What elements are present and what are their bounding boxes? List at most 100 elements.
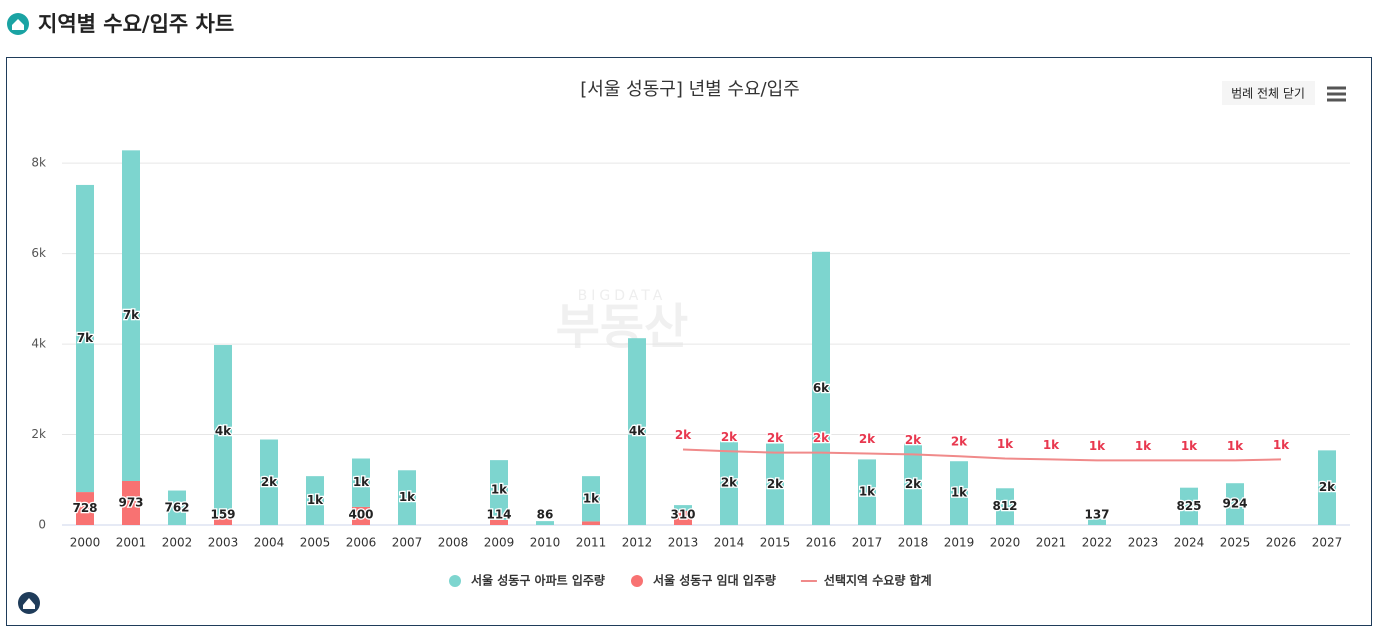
bar-segment <box>260 439 278 525</box>
page-title: 지역별 수요/입주 차트 <box>38 12 234 36</box>
bar-segment <box>766 443 784 525</box>
x-tick-label: 2007 <box>392 536 423 550</box>
bar-segment <box>214 517 232 525</box>
x-tick-label: 2015 <box>760 536 791 550</box>
data-label: 159 <box>210 508 235 522</box>
bar-segment <box>352 458 370 507</box>
data-label: 1k <box>859 485 876 499</box>
x-tick-label: 2017 <box>852 536 883 550</box>
x-tick-label: 2011 <box>576 536 607 550</box>
y-tick-label: 2k <box>31 427 46 441</box>
bar-segment <box>1226 483 1244 525</box>
bar-segment <box>536 521 554 525</box>
data-label: 1k <box>1181 439 1198 453</box>
data-label: 2k <box>767 477 784 491</box>
data-label: 6k <box>813 381 830 395</box>
bar-segment <box>904 443 922 525</box>
x-tick-label: 2010 <box>530 536 561 550</box>
y-tick-label: 6k <box>31 246 46 260</box>
x-tick-label: 2018 <box>898 536 929 550</box>
x-tick-label: 2009 <box>484 536 515 550</box>
watermark: 부동산 <box>556 299 688 355</box>
bar-segment <box>490 460 508 520</box>
data-label: 4k <box>629 424 646 438</box>
data-label: 137 <box>1084 508 1109 522</box>
legend-symbol <box>630 575 643 587</box>
x-tick-label: 2003 <box>208 536 239 550</box>
data-label: 2k <box>1319 480 1336 494</box>
bar-segment <box>1180 487 1198 525</box>
data-label: 7k <box>123 308 140 322</box>
data-label: 400 <box>348 508 373 522</box>
x-tick-label: 2024 <box>1174 536 1205 550</box>
x-tick-label: 2027 <box>1312 536 1343 550</box>
x-tick-label: 2021 <box>1036 536 1067 550</box>
data-label: 762 <box>164 500 189 514</box>
bar-segment <box>720 441 738 525</box>
bar-segment <box>122 480 140 525</box>
data-label: 2k <box>905 433 922 447</box>
data-label: 1k <box>1089 439 1106 453</box>
data-label: 2k <box>951 435 968 449</box>
data-label: 1k <box>399 490 416 504</box>
data-label: 2k <box>905 477 922 491</box>
x-tick-label: 2004 <box>254 536 285 550</box>
chart-frame <box>6 57 1372 626</box>
legend-symbol <box>449 575 461 587</box>
data-label: 2k <box>859 432 876 446</box>
x-tick-label: 2001 <box>116 536 147 550</box>
data-label: 825 <box>1176 499 1201 513</box>
data-label: 2k <box>767 431 784 445</box>
menu-icon[interactable] <box>1327 86 1346 102</box>
data-label: 1k <box>997 437 1014 451</box>
data-label: 1k <box>307 493 324 507</box>
x-tick-label: 2020 <box>990 536 1021 550</box>
legend-label[interactable]: 선택지역 수요량 합계 <box>824 573 932 588</box>
bar-segment <box>812 251 830 525</box>
data-label: 2k <box>721 476 738 490</box>
legend-toggle-button[interactable] <box>1222 81 1315 105</box>
data-label: 1k <box>491 482 508 496</box>
data-label: 1k <box>1135 439 1152 453</box>
data-label: 114 <box>486 508 511 522</box>
x-tick-label: 2002 <box>162 536 193 550</box>
data-label: 973 <box>118 495 143 509</box>
legend-label[interactable]: 서울 성동구 아파트 입주량 <box>471 573 605 588</box>
bar-segment <box>76 492 94 525</box>
data-label: 7k <box>77 331 94 345</box>
data-label: 2k <box>261 475 278 489</box>
plot: 0 2k 4k 6k 8k 2000 2001 2002 2003 2004 2005 2006 200… <box>31 150 1350 588</box>
x-tick-label: 2005 <box>300 536 331 550</box>
data-label: 2k <box>813 431 830 445</box>
data-label: 1k <box>583 491 600 505</box>
data-label: 1k <box>1273 438 1290 452</box>
bar-segment <box>122 150 140 481</box>
bar-segment <box>214 345 232 518</box>
bar-segment <box>398 470 416 525</box>
legend-label[interactable]: 서울 성동구 임대 입주량 <box>653 573 776 588</box>
bar-segment <box>1318 450 1336 525</box>
data-label: 1k <box>951 486 968 500</box>
data-label: 728 <box>72 501 97 515</box>
bar-segment <box>306 476 324 525</box>
data-label: 1k <box>1227 439 1244 453</box>
chart-title: [서울 성동구] 년별 수요/입주 <box>580 79 799 100</box>
x-tick-label: 2022 <box>1082 536 1113 550</box>
y-tick-label: 8k <box>31 156 46 170</box>
x-tick-label: 2013 <box>668 536 699 550</box>
line <box>682 448 1282 462</box>
bar-segment <box>582 521 600 525</box>
bar-segment <box>674 505 692 511</box>
watermark: BIGDATA <box>578 288 667 304</box>
data-label: 2k <box>675 428 692 442</box>
data-label: 812 <box>992 499 1017 513</box>
logo-icon-shape <box>23 598 35 609</box>
home-icon-shape <box>12 19 24 30</box>
y-tick-label: 0 <box>38 518 46 532</box>
legend-toggle-label[interactable]: 범례 전체 닫기 <box>1231 87 1305 101</box>
bar-segment <box>352 506 370 525</box>
bar-segment <box>76 184 94 493</box>
bar-segment <box>628 338 646 525</box>
bar-segment <box>582 476 600 522</box>
